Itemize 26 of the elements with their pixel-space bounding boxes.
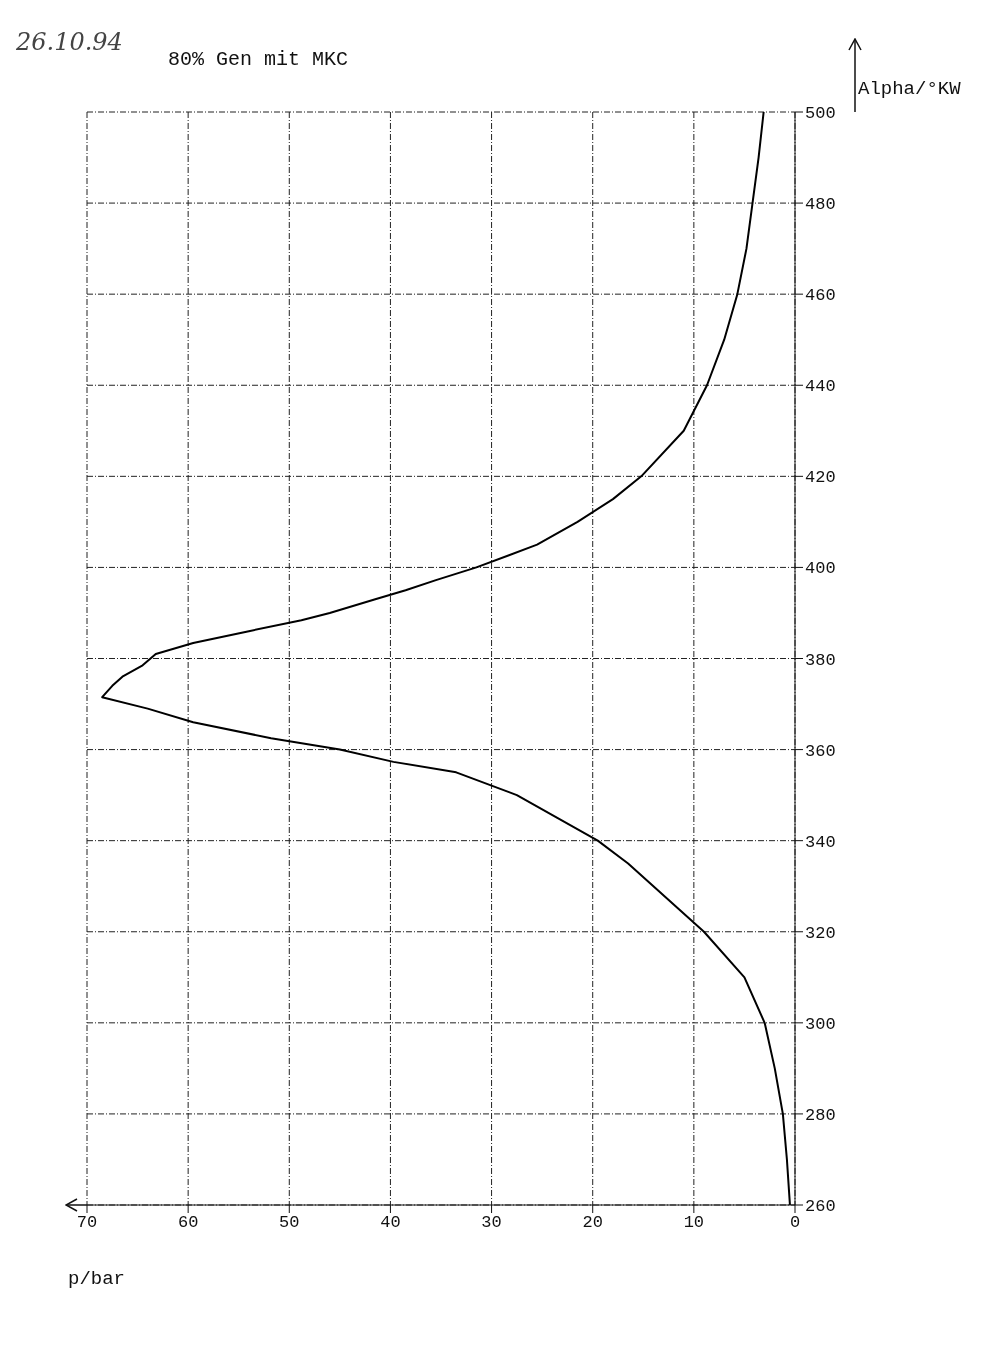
y-tick-label: 440: [805, 377, 836, 397]
text: 26.10.94: [16, 28, 123, 56]
y-tick-label: 460: [805, 286, 836, 306]
x-tick-label: 40: [380, 1213, 401, 1233]
x-tick-label: 30: [481, 1213, 502, 1233]
y-tick-label: 380: [805, 650, 836, 670]
y-tick-label: 260: [805, 1197, 836, 1217]
y-tick-label: 360: [805, 741, 836, 761]
x-tick-label: 60: [177, 1213, 199, 1233]
chart-title: 80% Gen mit MKC: [168, 48, 349, 71]
y-tick-label: 280: [805, 1105, 836, 1125]
x-tick-label: 10: [683, 1213, 705, 1233]
x-tick-label: 70: [76, 1213, 98, 1233]
y-tick-label: 500: [805, 104, 836, 124]
x-tick-label: 50: [279, 1213, 300, 1233]
y-tick-label: 300: [805, 1014, 836, 1034]
y-tick-label: 400: [805, 559, 836, 579]
y-tick-label: 420: [805, 468, 836, 488]
y-tick-label: 480: [805, 195, 836, 215]
x-axis-title: p/bar: [68, 1268, 126, 1290]
x-tick-label: 0: [789, 1213, 801, 1233]
y-axis-title: Alpha/°KW: [858, 78, 961, 100]
x-tick-label: 20: [582, 1213, 603, 1233]
line-series: [101, 112, 791, 1205]
y-tick-label: 340: [805, 832, 836, 852]
y-tick-label: 320: [805, 923, 836, 943]
